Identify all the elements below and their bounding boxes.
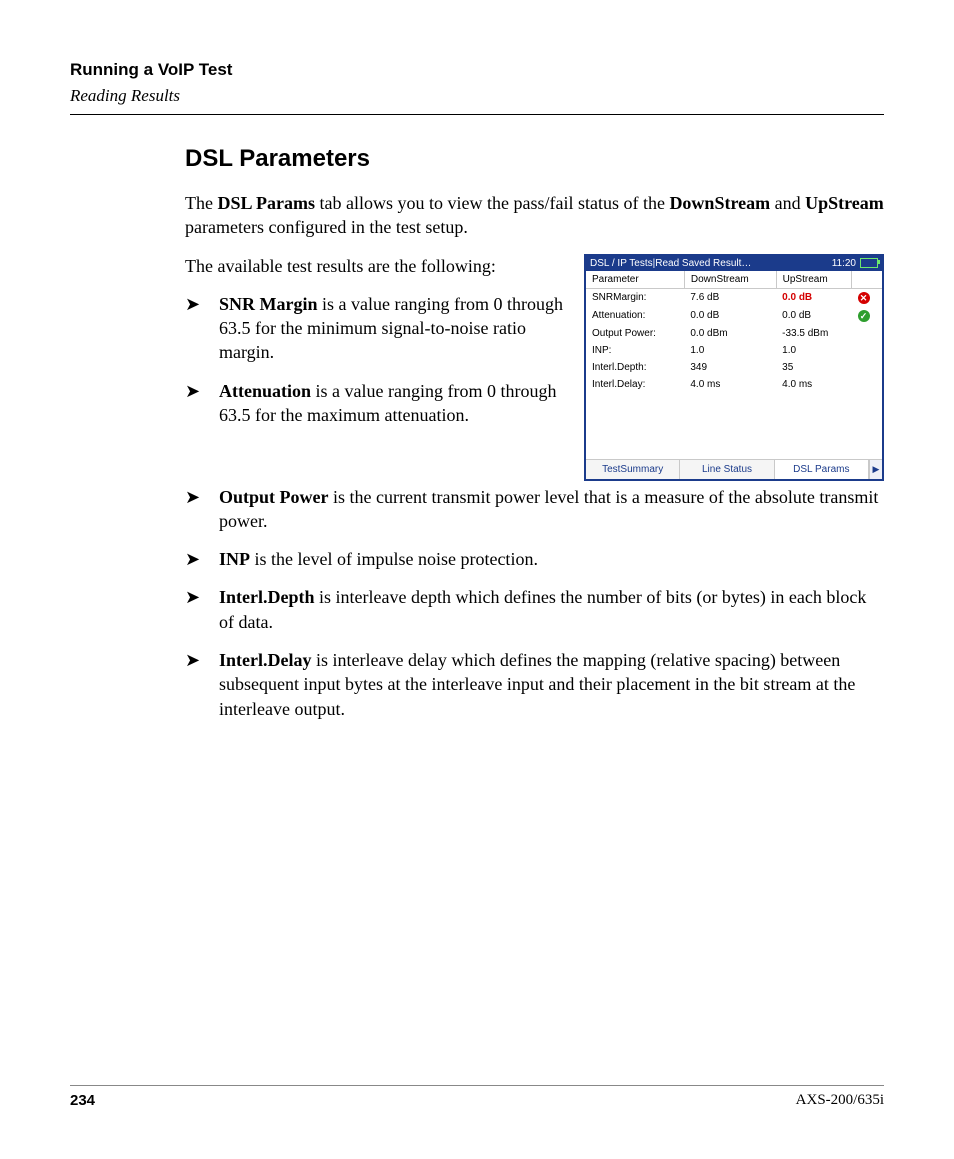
tab-scroll-right[interactable]: ▶	[869, 460, 882, 479]
term: Interl.Depth	[219, 587, 315, 607]
page-number: 234	[70, 1092, 95, 1109]
pass-icon: ✓	[858, 310, 870, 322]
term-dsl-params: DSL Params	[217, 193, 315, 213]
table-row: Output Power: 0.0 dBm -33.5 dBm	[586, 325, 882, 342]
cell-down: 0.0 dB	[684, 307, 776, 325]
text: The	[185, 193, 217, 213]
battery-icon	[860, 258, 878, 268]
table-row: INP: 1.0 1.0	[586, 342, 882, 359]
desc: is interleave delay which defines the ma…	[219, 650, 855, 719]
text: tab allows you to view the pass/fail sta…	[315, 193, 669, 213]
term: SNR Margin	[219, 294, 318, 314]
chapter-title: Running a VoIP Test	[70, 60, 884, 80]
list-item: SNR Margin is a value ranging from 0 thr…	[185, 292, 566, 365]
term: INP	[219, 549, 250, 569]
tab-linestatus[interactable]: Line Status	[680, 460, 774, 479]
device-titlebar: DSL / IP Tests|Read Saved Result… 11:20	[586, 256, 882, 271]
term-downstream: DownStream	[669, 193, 770, 213]
results-list-top: SNR Margin is a value ranging from 0 thr…	[185, 292, 566, 427]
table-row: SNRMargin: 7.6 dB 0.0 dB ✕	[586, 288, 882, 307]
intro-paragraph: The DSL Params tab allows you to view th…	[185, 191, 884, 240]
table-row: Attenuation: 0.0 dB 0.0 dB ✓	[586, 307, 882, 325]
params-table: Parameter DownStream UpStream SNRMargin:…	[586, 271, 882, 459]
desc: is the level of impulse noise protection…	[250, 549, 538, 569]
list-item: Attenuation is a value ranging from 0 th…	[185, 379, 566, 428]
chapter-subtitle: Reading Results	[70, 86, 884, 106]
table-row: Interl.Depth: 349 35	[586, 359, 882, 376]
header-divider	[70, 114, 884, 115]
cell-param: Attenuation:	[586, 307, 684, 325]
cell-param: INP:	[586, 342, 684, 359]
device-screenshot: DSL / IP Tests|Read Saved Result… 11:20 …	[584, 254, 884, 481]
tab-dslparams[interactable]: DSL Params	[775, 460, 869, 479]
col-downstream: DownStream	[684, 271, 776, 289]
results-list-bottom: Output Power is the current transmit pow…	[185, 485, 884, 721]
col-parameter: Parameter	[586, 271, 684, 289]
table-row: Interl.Delay: 4.0 ms 4.0 ms	[586, 376, 882, 393]
cell-up: -33.5 dBm	[776, 325, 851, 342]
text: parameters configured in the test setup.	[185, 217, 468, 237]
device-title: DSL / IP Tests|Read Saved Result…	[590, 258, 751, 269]
term: Interl.Delay	[219, 650, 311, 670]
col-upstream: UpStream	[776, 271, 851, 289]
cell-up: 35	[776, 359, 851, 376]
cell-param: Interl.Depth:	[586, 359, 684, 376]
device-time: 11:20	[832, 258, 856, 269]
cell-up: 0.0 dB	[776, 288, 851, 307]
cell-down: 1.0	[684, 342, 776, 359]
cell-up: 0.0 dB	[776, 307, 851, 325]
lead-text: The available test results are the follo…	[185, 254, 566, 278]
page-footer: 234 AXS-200/635i	[70, 1085, 884, 1109]
page-header: Running a VoIP Test Reading Results	[70, 60, 884, 115]
cell-down: 4.0 ms	[684, 376, 776, 393]
list-item: Output Power is the current transmit pow…	[185, 485, 884, 534]
cell-down: 0.0 dBm	[684, 325, 776, 342]
term: Attenuation	[219, 381, 311, 401]
term: Output Power	[219, 487, 329, 507]
desc: is interleave depth which defines the nu…	[219, 587, 866, 631]
cell-down: 7.6 dB	[684, 288, 776, 307]
cell-param: Interl.Delay:	[586, 376, 684, 393]
doc-id: AXS-200/635i	[796, 1092, 884, 1109]
list-item: Interl.Delay is interleave delay which d…	[185, 648, 884, 721]
device-tabbar: TestSummary Line Status DSL Params ▶	[586, 459, 882, 479]
text: and	[770, 193, 805, 213]
cell-param: Output Power:	[586, 325, 684, 342]
term-upstream: UpStream	[805, 193, 884, 213]
cell-down: 349	[684, 359, 776, 376]
cell-up: 4.0 ms	[776, 376, 851, 393]
section-heading: DSL Parameters	[185, 145, 884, 173]
footer-divider	[70, 1085, 884, 1086]
list-item: Interl.Depth is interleave depth which d…	[185, 585, 884, 634]
fail-icon: ✕	[858, 292, 870, 304]
tab-testsummary[interactable]: TestSummary	[586, 460, 680, 479]
cell-up: 1.0	[776, 342, 851, 359]
list-item: INP is the level of impulse noise protec…	[185, 547, 884, 571]
col-status	[852, 271, 883, 289]
cell-param: SNRMargin:	[586, 288, 684, 307]
